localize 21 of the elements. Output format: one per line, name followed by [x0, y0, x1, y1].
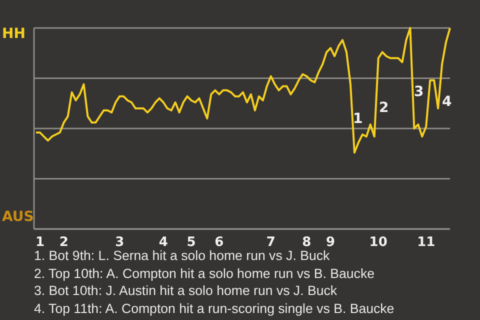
text: 4. Top 11th: A. Compton hit a run-scoring single vs B. Baucke: [34, 300, 394, 318]
x-tick-label: 5: [186, 235, 196, 250]
x-tick-label: 10: [369, 235, 388, 250]
x-tick-label: 6: [214, 235, 224, 250]
annotation: 1: [353, 110, 363, 128]
annotation: 2: [379, 99, 389, 117]
text: AUS: [2, 209, 34, 225]
text: 3. Bot 10th: J. Austin hit a solo home run vs J. Buck: [34, 282, 338, 300]
x-tick-label: 8: [302, 235, 312, 250]
x-tick-label: 1: [35, 235, 45, 250]
annotation: 3: [414, 83, 424, 101]
x-tick-label: 7: [266, 235, 276, 250]
annotation: 4: [442, 93, 452, 111]
x-tick-label: 11: [417, 235, 436, 250]
text: 1. Bot 9th: L. Serna hit a solo home run vs J. Buck: [34, 248, 330, 263]
text: HH: [2, 26, 26, 42]
text: 2. Top 10th: A. Compton hit a solo home run vs B. Baucke: [34, 264, 376, 282]
x-tick-label: 9: [326, 235, 336, 250]
x-tick-label: 2: [59, 235, 68, 250]
x-tick-label: 3: [115, 235, 124, 250]
x-tick-label: 4: [158, 235, 168, 250]
